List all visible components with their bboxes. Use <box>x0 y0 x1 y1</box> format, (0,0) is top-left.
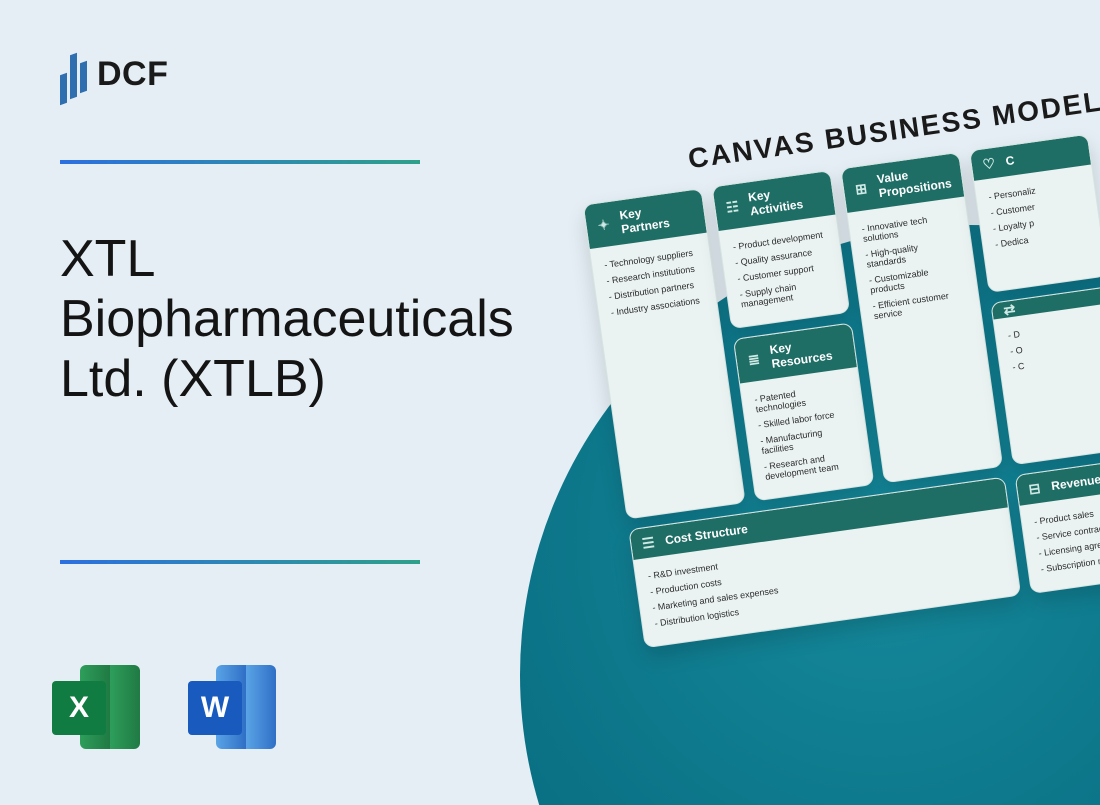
channel-icon: ⇄ <box>999 299 1019 319</box>
heart-icon: ♡ <box>979 154 999 174</box>
card-title: C <box>1005 153 1016 168</box>
canvas-mock: CANVAS BUSINESS MODEL ✦Key Partners Tech… <box>576 70 1100 648</box>
grid-icon: ⊞ <box>851 179 871 199</box>
database-icon: ≣ <box>744 349 764 369</box>
excel-letter: X <box>52 681 106 735</box>
brand-name: DCF <box>97 55 168 94</box>
card-list: Technology suppliersResearch institution… <box>590 233 719 337</box>
page-title: XTL Biopharmaceuticals Ltd. (XTLB) <box>60 230 480 409</box>
card-key-resources: ≣Key Resources Patented technologiesSkil… <box>733 322 875 501</box>
link-icon: ✦ <box>593 215 613 235</box>
money-icon: ⊟ <box>1024 478 1044 498</box>
card-title: Key Activities <box>747 188 804 219</box>
card-title: Cost Structure <box>664 522 748 547</box>
card-title: Key Resources <box>769 340 834 371</box>
card-title: Key Partners <box>619 206 671 237</box>
card-key-activities: ☷Key Activities Product developmentQuali… <box>711 170 850 329</box>
divider-bottom <box>60 560 420 564</box>
canvas-grid: ✦ Key Partners Technology suppliersResear… <box>583 116 1100 649</box>
card-revenue-streams: ⊟Revenue S Product salesService contract… <box>1014 440 1100 594</box>
word-letter: W <box>188 681 242 735</box>
card-title: Revenue S <box>1050 471 1100 493</box>
card-channels: ⇄ DOC <box>990 286 1100 465</box>
card-title: Value Propositions <box>876 168 953 200</box>
page-root: DCF XTL Biopharmaceuticals Ltd. (XTLB) X… <box>0 0 1100 805</box>
card-customer-relationships: ♡ C PersonalizCustomerLoyalty pDedica <box>969 134 1100 293</box>
divider-top <box>60 160 420 164</box>
excel-icon: X <box>52 659 148 755</box>
people-icon: ☷ <box>722 197 742 217</box>
app-icons-row: X W <box>52 659 284 755</box>
card-list: Patented technologiesSkilled labor force… <box>740 367 873 500</box>
sliders-icon: ☰ <box>638 533 658 553</box>
card-list: Innovative tech solutionsHigh-quality st… <box>847 196 982 339</box>
card-list: Product developmentQuality assuranceCust… <box>719 215 849 328</box>
word-icon: W <box>188 659 284 755</box>
brand-logo: DCF <box>60 50 168 98</box>
brand-logo-icon <box>60 50 87 98</box>
card-list: PersonalizCustomerLoyalty pDedica <box>974 164 1100 268</box>
